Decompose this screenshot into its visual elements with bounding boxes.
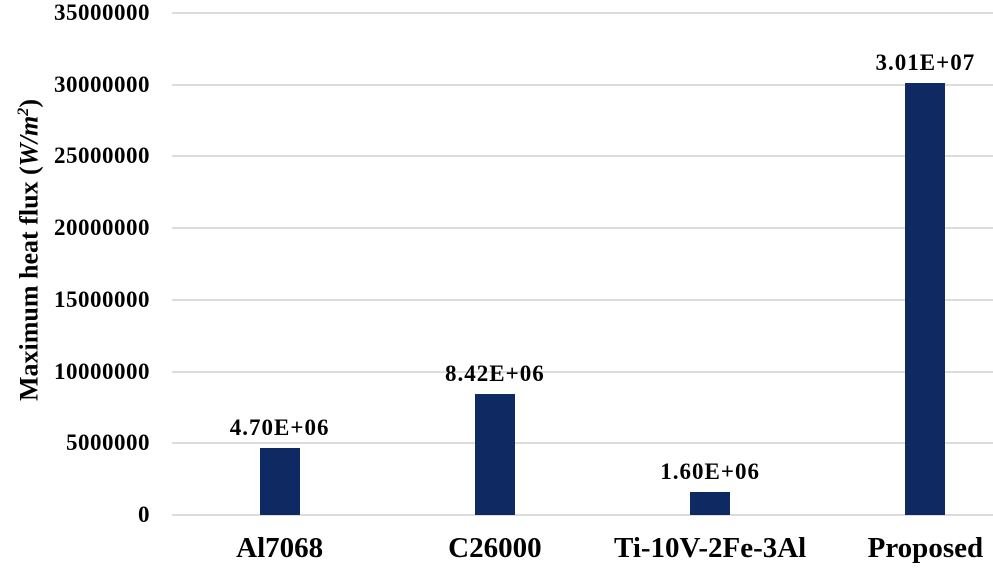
y-tick-label: 20000000 [54,215,150,241]
gridline [172,514,993,516]
x-category-label: Proposed [867,532,984,564]
bar-value-label: 4.70E+06 [229,414,330,440]
gridline [172,370,993,373]
y-tick-label: 35000000 [54,0,150,25]
bar-value-label: 1.60E+06 [660,459,760,485]
gridline [172,12,993,14]
y-tick-label: 15000000 [54,286,150,312]
gridline [172,227,993,230]
gridline [172,298,993,301]
bar [259,447,300,515]
gridline [172,442,993,445]
y-tick-label: 5000000 [66,430,150,456]
y-tick-label: 30000000 [54,71,150,97]
gridline [172,155,993,158]
y-axis-tick-labels: 0 5000000 10000000 15000000 20000000 25000000… [0,0,150,573]
bar [474,394,515,515]
gridline [172,83,993,86]
y-tick-label: 25000000 [54,143,150,169]
plot-area: 4.70E+06 8.42E+06 1.60E+06 3.01E+07 [172,12,993,516]
x-category-label: C26000 [448,532,542,564]
bar-value-label: 8.42E+06 [445,361,545,387]
y-tick-label: 10000000 [54,358,150,384]
x-category-label: Ti-10V-2Fe-3Al [614,532,807,564]
bar [905,83,946,515]
bar [690,492,731,515]
x-category-label: Al7068 [236,532,324,564]
y-tick-label: 0 [138,502,150,527]
bar-value-label: 3.01E+07 [875,50,976,76]
